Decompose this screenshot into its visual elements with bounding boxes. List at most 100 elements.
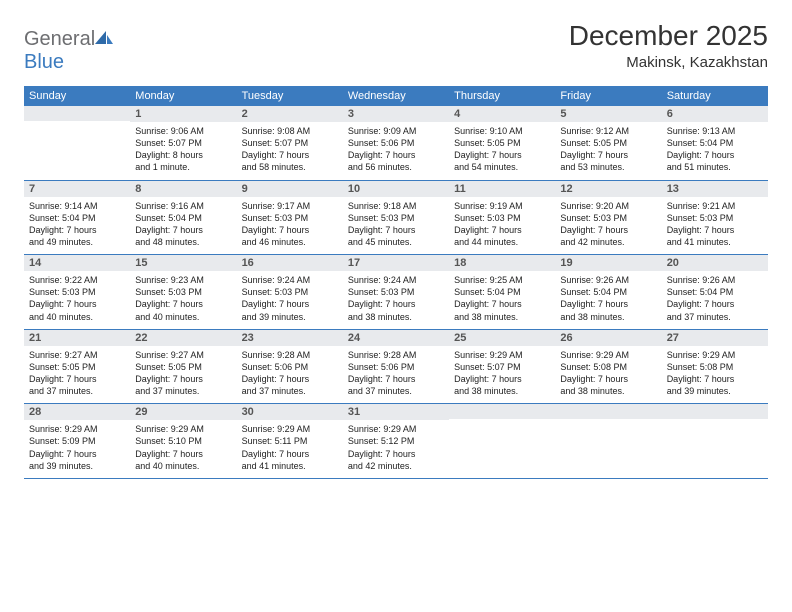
weekday-friday: Friday <box>555 86 661 106</box>
day-content: Sunrise: 9:25 AMSunset: 5:04 PMDaylight:… <box>449 271 555 329</box>
week-row: 21Sunrise: 9:27 AMSunset: 5:05 PMDayligh… <box>24 329 768 404</box>
day-number: 8 <box>130 181 236 197</box>
day-number <box>662 404 768 419</box>
day-number: 28 <box>24 404 130 420</box>
calendar-table: SundayMondayTuesdayWednesdayThursdayFrid… <box>24 86 768 479</box>
day-content: Sunrise: 9:10 AMSunset: 5:05 PMDaylight:… <box>449 122 555 180</box>
day-cell-empty <box>662 404 768 479</box>
day-cell-empty <box>449 404 555 479</box>
day-cell-4: 4Sunrise: 9:10 AMSunset: 5:05 PMDaylight… <box>449 106 555 180</box>
weekday-thursday: Thursday <box>449 86 555 106</box>
day-number: 30 <box>237 404 343 420</box>
day-content: Sunrise: 9:17 AMSunset: 5:03 PMDaylight:… <box>237 197 343 255</box>
day-cell-25: 25Sunrise: 9:29 AMSunset: 5:07 PMDayligh… <box>449 329 555 404</box>
day-cell-20: 20Sunrise: 9:26 AMSunset: 5:04 PMDayligh… <box>662 255 768 330</box>
weekday-header-row: SundayMondayTuesdayWednesdayThursdayFrid… <box>24 86 768 106</box>
day-number <box>555 404 661 419</box>
week-row: 14Sunrise: 9:22 AMSunset: 5:03 PMDayligh… <box>24 255 768 330</box>
day-number: 13 <box>662 181 768 197</box>
day-cell-27: 27Sunrise: 9:29 AMSunset: 5:08 PMDayligh… <box>662 329 768 404</box>
logo-sail-icon <box>95 28 113 42</box>
week-row: 7Sunrise: 9:14 AMSunset: 5:04 PMDaylight… <box>24 180 768 255</box>
day-content: Sunrise: 9:22 AMSunset: 5:03 PMDaylight:… <box>24 271 130 329</box>
day-number: 25 <box>449 330 555 346</box>
day-content: Sunrise: 9:18 AMSunset: 5:03 PMDaylight:… <box>343 197 449 255</box>
day-cell-19: 19Sunrise: 9:26 AMSunset: 5:04 PMDayligh… <box>555 255 661 330</box>
day-number: 23 <box>237 330 343 346</box>
day-cell-13: 13Sunrise: 9:21 AMSunset: 5:03 PMDayligh… <box>662 180 768 255</box>
header: GeneralBlue December 2025 Makinsk, Kazak… <box>24 20 768 74</box>
day-content: Sunrise: 9:21 AMSunset: 5:03 PMDaylight:… <box>662 197 768 255</box>
day-number: 21 <box>24 330 130 346</box>
day-cell-2: 2Sunrise: 9:08 AMSunset: 5:07 PMDaylight… <box>237 106 343 180</box>
day-cell-7: 7Sunrise: 9:14 AMSunset: 5:04 PMDaylight… <box>24 180 130 255</box>
day-number: 3 <box>343 106 449 122</box>
day-content: Sunrise: 9:24 AMSunset: 5:03 PMDaylight:… <box>343 271 449 329</box>
weekday-tuesday: Tuesday <box>237 86 343 106</box>
day-cell-1: 1Sunrise: 9:06 AMSunset: 5:07 PMDaylight… <box>130 106 236 180</box>
day-content <box>24 121 130 173</box>
day-content: Sunrise: 9:06 AMSunset: 5:07 PMDaylight:… <box>130 122 236 180</box>
day-cell-18: 18Sunrise: 9:25 AMSunset: 5:04 PMDayligh… <box>449 255 555 330</box>
day-content <box>449 419 555 471</box>
day-number <box>24 106 130 121</box>
day-content: Sunrise: 9:19 AMSunset: 5:03 PMDaylight:… <box>449 197 555 255</box>
day-cell-12: 12Sunrise: 9:20 AMSunset: 5:03 PMDayligh… <box>555 180 661 255</box>
day-cell-22: 22Sunrise: 9:27 AMSunset: 5:05 PMDayligh… <box>130 329 236 404</box>
day-cell-10: 10Sunrise: 9:18 AMSunset: 5:03 PMDayligh… <box>343 180 449 255</box>
day-cell-26: 26Sunrise: 9:29 AMSunset: 5:08 PMDayligh… <box>555 329 661 404</box>
day-cell-29: 29Sunrise: 9:29 AMSunset: 5:10 PMDayligh… <box>130 404 236 479</box>
day-cell-11: 11Sunrise: 9:19 AMSunset: 5:03 PMDayligh… <box>449 180 555 255</box>
day-number: 2 <box>237 106 343 122</box>
day-content: Sunrise: 9:28 AMSunset: 5:06 PMDaylight:… <box>343 346 449 404</box>
day-cell-8: 8Sunrise: 9:16 AMSunset: 5:04 PMDaylight… <box>130 180 236 255</box>
day-number: 16 <box>237 255 343 271</box>
day-number: 15 <box>130 255 236 271</box>
weekday-sunday: Sunday <box>24 86 130 106</box>
day-number: 29 <box>130 404 236 420</box>
weekday-wednesday: Wednesday <box>343 86 449 106</box>
title-block: December 2025 Makinsk, Kazakhstan <box>569 20 768 71</box>
day-number: 20 <box>662 255 768 271</box>
day-number: 31 <box>343 404 449 420</box>
day-content: Sunrise: 9:29 AMSunset: 5:08 PMDaylight:… <box>662 346 768 404</box>
day-cell-5: 5Sunrise: 9:12 AMSunset: 5:05 PMDaylight… <box>555 106 661 180</box>
day-cell-28: 28Sunrise: 9:29 AMSunset: 5:09 PMDayligh… <box>24 404 130 479</box>
day-number: 6 <box>662 106 768 122</box>
week-row: 28Sunrise: 9:29 AMSunset: 5:09 PMDayligh… <box>24 404 768 479</box>
day-number: 19 <box>555 255 661 271</box>
day-content: Sunrise: 9:20 AMSunset: 5:03 PMDaylight:… <box>555 197 661 255</box>
day-content: Sunrise: 9:29 AMSunset: 5:09 PMDaylight:… <box>24 420 130 478</box>
day-number: 18 <box>449 255 555 271</box>
day-number: 22 <box>130 330 236 346</box>
day-content: Sunrise: 9:09 AMSunset: 5:06 PMDaylight:… <box>343 122 449 180</box>
day-content: Sunrise: 9:27 AMSunset: 5:05 PMDaylight:… <box>130 346 236 404</box>
day-content: Sunrise: 9:16 AMSunset: 5:04 PMDaylight:… <box>130 197 236 255</box>
day-number: 14 <box>24 255 130 271</box>
day-number: 1 <box>130 106 236 122</box>
day-number: 24 <box>343 330 449 346</box>
day-number: 9 <box>237 181 343 197</box>
day-cell-empty <box>24 106 130 180</box>
day-cell-empty <box>555 404 661 479</box>
day-content: Sunrise: 9:26 AMSunset: 5:04 PMDaylight:… <box>662 271 768 329</box>
day-content: Sunrise: 9:29 AMSunset: 5:12 PMDaylight:… <box>343 420 449 478</box>
day-cell-16: 16Sunrise: 9:24 AMSunset: 5:03 PMDayligh… <box>237 255 343 330</box>
day-content: Sunrise: 9:29 AMSunset: 5:10 PMDaylight:… <box>130 420 236 478</box>
day-content: Sunrise: 9:26 AMSunset: 5:04 PMDaylight:… <box>555 271 661 329</box>
day-cell-6: 6Sunrise: 9:13 AMSunset: 5:04 PMDaylight… <box>662 106 768 180</box>
week-row: 1Sunrise: 9:06 AMSunset: 5:07 PMDaylight… <box>24 106 768 180</box>
day-cell-23: 23Sunrise: 9:28 AMSunset: 5:06 PMDayligh… <box>237 329 343 404</box>
page-title: December 2025 <box>569 20 768 52</box>
day-number: 4 <box>449 106 555 122</box>
day-content: Sunrise: 9:29 AMSunset: 5:07 PMDaylight:… <box>449 346 555 404</box>
day-content: Sunrise: 9:28 AMSunset: 5:06 PMDaylight:… <box>237 346 343 404</box>
day-cell-21: 21Sunrise: 9:27 AMSunset: 5:05 PMDayligh… <box>24 329 130 404</box>
day-content: Sunrise: 9:13 AMSunset: 5:04 PMDaylight:… <box>662 122 768 180</box>
day-content: Sunrise: 9:08 AMSunset: 5:07 PMDaylight:… <box>237 122 343 180</box>
weekday-saturday: Saturday <box>662 86 768 106</box>
day-content: Sunrise: 9:24 AMSunset: 5:03 PMDaylight:… <box>237 271 343 329</box>
day-number <box>449 404 555 419</box>
day-number: 10 <box>343 181 449 197</box>
day-cell-3: 3Sunrise: 9:09 AMSunset: 5:06 PMDaylight… <box>343 106 449 180</box>
